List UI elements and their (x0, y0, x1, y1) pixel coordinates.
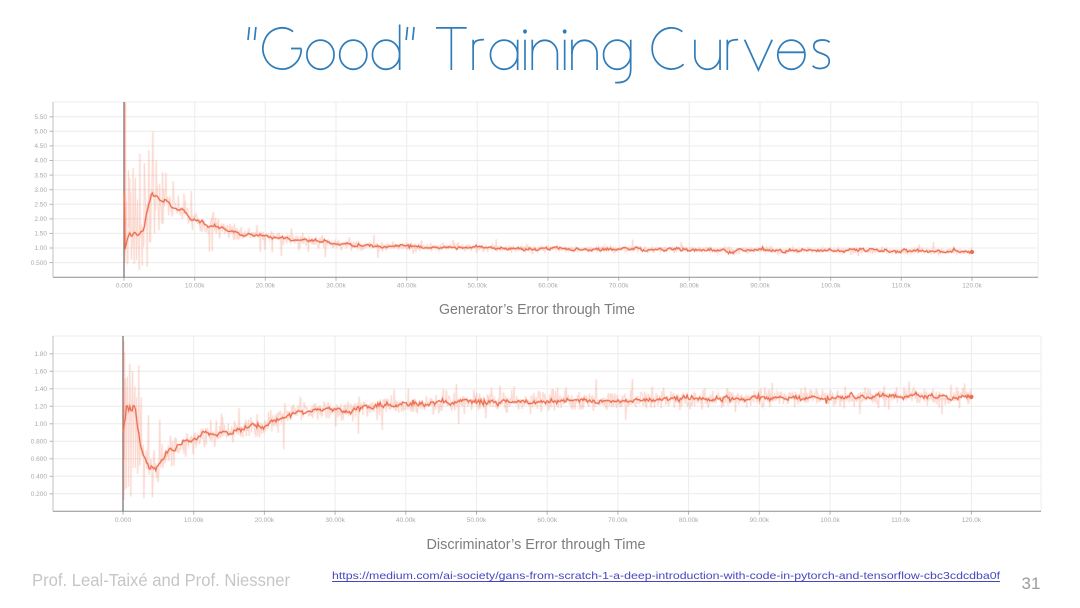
svg-text:100.0k: 100.0k (820, 517, 840, 524)
svg-text:1.80: 1.80 (34, 351, 47, 358)
svg-text:0.000: 0.000 (115, 517, 132, 524)
svg-text:4.00: 4.00 (34, 158, 47, 165)
svg-text:30.00k: 30.00k (326, 283, 346, 290)
svg-text:90.00k: 90.00k (750, 517, 770, 524)
svg-text:2.00: 2.00 (34, 216, 47, 223)
svg-text:60.00k: 60.00k (538, 283, 558, 290)
svg-text:1.50: 1.50 (34, 231, 47, 238)
svg-text:70.00k: 70.00k (608, 517, 628, 524)
svg-text:110.0k: 110.0k (892, 283, 912, 290)
svg-text:120.0k: 120.0k (962, 517, 982, 524)
svg-text:10.00k: 10.00k (185, 283, 205, 290)
svg-text:50.00k: 50.00k (467, 517, 487, 524)
svg-text:0.500: 0.500 (31, 260, 48, 267)
svg-text:0.200: 0.200 (31, 491, 48, 498)
svg-text:Discriminator’s Error through: Discriminator’s Error through Time (427, 537, 646, 553)
svg-text:20.00k: 20.00k (256, 283, 276, 290)
svg-text:50.00k: 50.00k (468, 283, 488, 290)
svg-text:0.000: 0.000 (116, 283, 133, 290)
svg-text:80.00k: 80.00k (680, 283, 700, 290)
svg-text:70.00k: 70.00k (609, 283, 629, 290)
svg-text:3.50: 3.50 (34, 172, 47, 179)
svg-text:20.00k: 20.00k (255, 517, 275, 524)
svg-text:https://medium.com/ai-society/: https://medium.com/ai-society/gans-from-… (332, 570, 1000, 582)
svg-text:0.400: 0.400 (31, 474, 48, 481)
svg-text:3.00: 3.00 (34, 187, 47, 194)
svg-text:10.00k: 10.00k (184, 517, 204, 524)
svg-text:Generator’s Error through Time: Generator’s Error through Time (439, 302, 635, 318)
svg-text:0.600: 0.600 (31, 456, 48, 463)
svg-text:90.00k: 90.00k (750, 283, 770, 290)
svg-text:5.50: 5.50 (34, 114, 47, 121)
svg-text:31: 31 (1022, 574, 1041, 593)
svg-text:60.00k: 60.00k (537, 517, 557, 524)
svg-text:1.20: 1.20 (34, 404, 47, 411)
svg-text:100.0k: 100.0k (821, 283, 841, 290)
svg-text:30.00k: 30.00k (325, 517, 345, 524)
svg-text:1.00: 1.00 (34, 421, 47, 428)
svg-text:40.00k: 40.00k (397, 283, 417, 290)
svg-text:1.60: 1.60 (34, 369, 47, 376)
svg-text:5.00: 5.00 (34, 129, 47, 136)
svg-text:4.50: 4.50 (34, 143, 47, 150)
svg-text:1.00: 1.00 (34, 245, 47, 252)
svg-text:40.00k: 40.00k (396, 517, 416, 524)
svg-text:Prof. Leal-Taixé and Prof. Nie: Prof. Leal-Taixé and Prof. Niessner (32, 570, 290, 590)
svg-text:110.0k: 110.0k (891, 517, 911, 524)
svg-text:2.50: 2.50 (34, 202, 47, 209)
svg-text:120.0k: 120.0k (962, 283, 982, 290)
svg-text:80.00k: 80.00k (679, 517, 699, 524)
svg-text:0.800: 0.800 (31, 439, 48, 446)
svg-text:1.40: 1.40 (34, 386, 47, 393)
